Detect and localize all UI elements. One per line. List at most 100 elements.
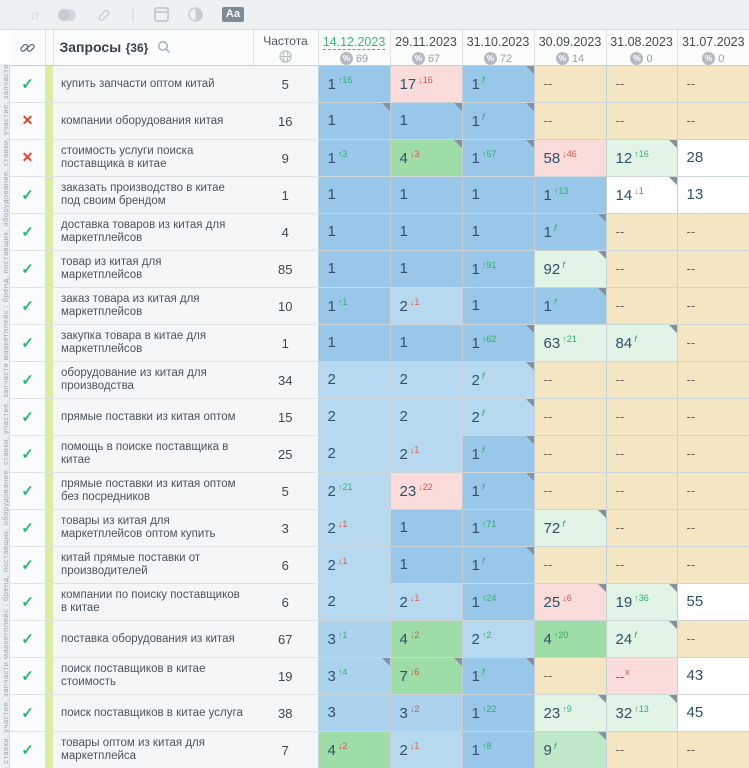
date-label[interactable]: 31.07.2023 [681, 35, 745, 49]
query-text[interactable]: поставка оборудования из китая [61, 632, 235, 645]
position-cell[interactable]: 19 ↑36 [605, 583, 677, 622]
search-icon[interactable] [157, 40, 171, 54]
position-cell[interactable]: 1 [317, 213, 390, 252]
query-text[interactable]: купить запчасти оптом китай [61, 77, 215, 90]
position-cell[interactable]: 2 ↓1 [389, 731, 462, 768]
position-cell[interactable]: 1 ↑16 [317, 65, 390, 104]
position-cell[interactable]: -- [533, 472, 606, 511]
position-cell[interactable]: 43 [676, 657, 749, 696]
query-text[interactable]: поиск поставщиков в китае стоимость [61, 663, 206, 689]
position-cell[interactable]: 2 [389, 361, 462, 400]
position-cell[interactable]: -- [605, 509, 677, 548]
position-cell[interactable]: 2 [389, 398, 462, 437]
position-cell[interactable]: 2 ↓1 [389, 583, 462, 622]
position-cell[interactable]: 2 ↑2 [461, 620, 534, 659]
query-text[interactable]: товар из китая для маркетплейсов [61, 256, 162, 282]
date-label[interactable]: 30.09.2023 [538, 35, 602, 49]
position-cell[interactable]: 1 [389, 546, 462, 585]
position-cell[interactable]: 84 f [605, 324, 677, 363]
status-check-icon[interactable]: ✓ [21, 334, 34, 352]
status-check-icon[interactable]: ✓ [21, 408, 34, 426]
contrast-icon[interactable] [188, 7, 203, 22]
date-column-header[interactable]: 31.10.2023% 72 [461, 30, 534, 67]
position-cell[interactable]: 1 ↑1 [317, 287, 390, 326]
position-cell[interactable]: -- [533, 361, 606, 400]
query-text[interactable]: помощь в поиске поставщика в китае [61, 441, 229, 467]
position-cell[interactable]: 1 [389, 213, 462, 252]
date-column-header[interactable]: 31.07.2023% 0 [676, 30, 749, 67]
position-cell[interactable]: 13 [676, 176, 749, 215]
position-cell[interactable]: 2 ↑21 [317, 472, 390, 511]
position-cell[interactable]: -- [676, 435, 749, 474]
position-cell[interactable]: 2 [317, 435, 390, 474]
sort-icon[interactable]: ↓↑ [30, 7, 40, 22]
position-cell[interactable]: 3 ↑1 [317, 620, 390, 659]
position-cell[interactable]: -- [676, 287, 749, 326]
date-label[interactable]: 29.11.2023 [395, 35, 457, 49]
position-cell[interactable]: 1 [389, 176, 462, 215]
date-label[interactable]: 31.10.2023 [466, 35, 530, 49]
position-cell[interactable]: 1 ↑22 [461, 694, 534, 733]
position-cell[interactable]: 1 ↑91 [461, 250, 534, 289]
position-cell[interactable]: 23 ↑9 [533, 694, 606, 733]
position-cell[interactable]: 12 ↑16 [605, 139, 677, 178]
position-cell[interactable]: -- [676, 509, 749, 548]
position-cell[interactable]: 1 ↑57 [461, 139, 534, 178]
position-cell[interactable]: 4 ↓2 [389, 620, 462, 659]
position-cell[interactable]: -- [676, 250, 749, 289]
position-cell[interactable]: -- [676, 65, 749, 104]
position-cell[interactable]: 1 [461, 213, 534, 252]
link-icon[interactable] [96, 7, 112, 23]
position-cell[interactable]: 92 f [533, 250, 606, 289]
position-cell[interactable]: 72 f [533, 509, 606, 548]
position-cell[interactable]: 25 ↓6 [533, 583, 606, 622]
query-text[interactable]: доставка товаров из китая для маркетплей… [61, 219, 226, 245]
position-cell[interactable]: 32 ↑13 [605, 694, 677, 733]
position-cell[interactable]: -- [676, 102, 749, 141]
position-cell[interactable]: 3 [317, 694, 390, 733]
position-cell[interactable]: 1 [389, 509, 462, 548]
date-column-header[interactable]: 30.09.2023% 14 [533, 30, 606, 67]
query-text[interactable]: заказать производство в китае под своим … [61, 182, 225, 208]
status-check-icon[interactable]: ✓ [21, 223, 34, 241]
position-cell[interactable]: 1 [389, 250, 462, 289]
position-cell[interactable]: 58 ↓46 [533, 139, 606, 178]
position-cell[interactable]: 1 [389, 102, 462, 141]
status-check-icon[interactable]: ✓ [21, 556, 34, 574]
query-text[interactable]: закупка товара в китае для маркетплейсов [61, 330, 207, 356]
position-cell[interactable]: 1 [317, 102, 390, 141]
position-cell[interactable]: -- [533, 398, 606, 437]
query-text[interactable]: товары из китая для маркетплейсов оптом … [61, 515, 216, 541]
position-cell[interactable]: -- [676, 731, 749, 768]
position-cell[interactable]: 3 ↓2 [389, 694, 462, 733]
position-cell[interactable]: -- [605, 546, 677, 585]
position-cell[interactable]: 1 ↑62 [461, 324, 534, 363]
position-cell[interactable]: -- [605, 287, 677, 326]
position-cell[interactable]: 63 ↑21 [533, 324, 606, 363]
status-check-icon[interactable]: ✓ [21, 371, 34, 389]
position-cell[interactable]: -- [605, 65, 677, 104]
position-cell[interactable]: -- [676, 213, 749, 252]
position-cell[interactable]: 7 ↓6 [389, 657, 462, 696]
position-cell[interactable]: -- [605, 250, 677, 289]
position-cell[interactable]: 28 [676, 139, 749, 178]
status-check-icon[interactable]: ✓ [21, 593, 34, 611]
position-cell[interactable]: -- [533, 435, 606, 474]
position-cell[interactable]: 1 ↑71 [461, 509, 534, 548]
position-cell[interactable]: -- [676, 361, 749, 400]
position-cell[interactable]: 17 ↓16 [389, 65, 462, 104]
position-cell[interactable]: -- [605, 435, 677, 474]
position-cell[interactable]: 45 [676, 694, 749, 733]
date-label[interactable]: 14.12.2023 [322, 35, 386, 50]
date-column-header[interactable]: 29.11.2023% 67 [389, 30, 462, 67]
position-cell[interactable]: 1 ↑3 [317, 139, 390, 178]
position-cell[interactable]: -- [533, 546, 606, 585]
status-check-icon[interactable]: ✓ [21, 297, 34, 315]
